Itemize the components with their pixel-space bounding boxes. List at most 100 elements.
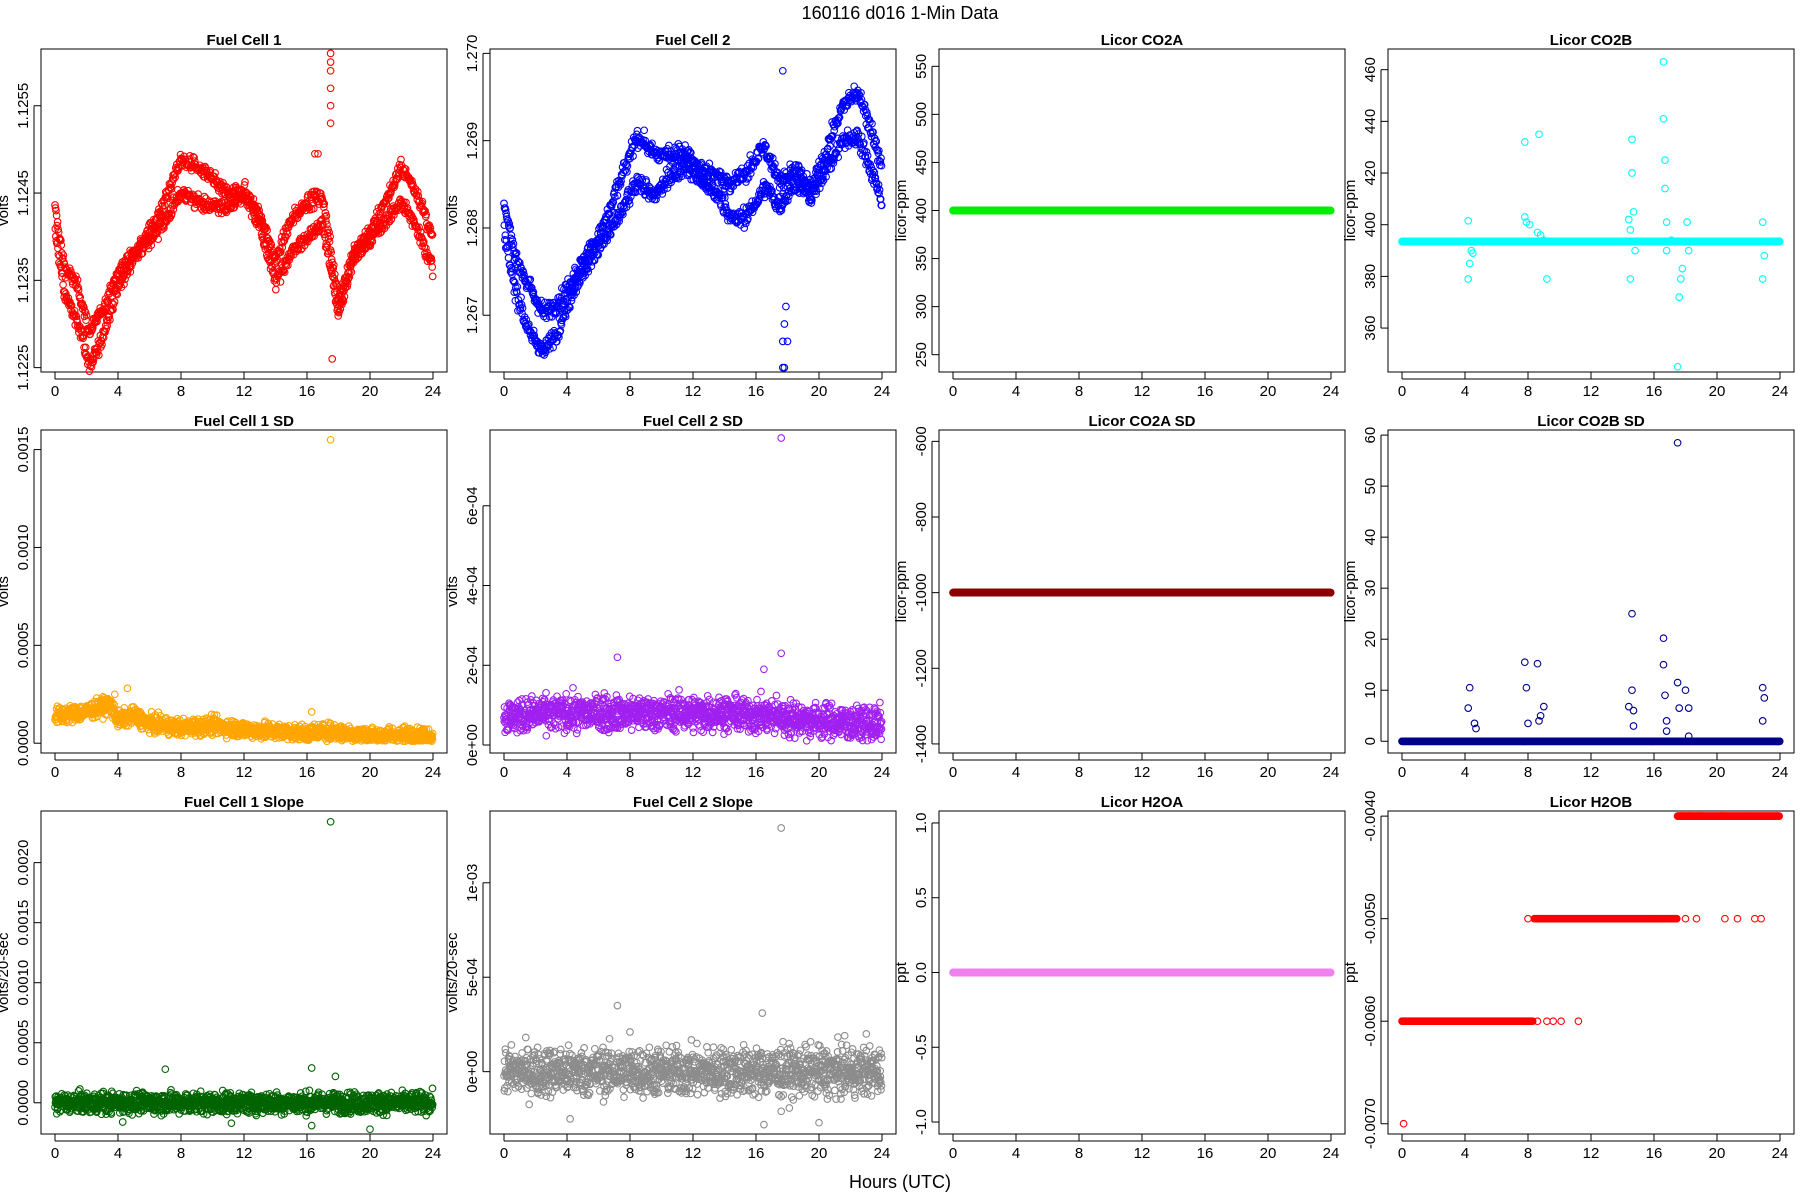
data-point bbox=[154, 235, 163, 244]
data-point bbox=[197, 205, 206, 213]
data-point bbox=[321, 208, 330, 217]
data-point bbox=[254, 202, 263, 211]
data-point bbox=[325, 228, 333, 237]
data-point bbox=[272, 257, 281, 266]
data-point bbox=[168, 179, 176, 187]
data-point bbox=[326, 232, 334, 241]
y-tick-label: 500 bbox=[913, 102, 930, 127]
data-point bbox=[368, 237, 377, 246]
figure-xlabel: Hours (UTC) bbox=[849, 1172, 951, 1192]
x-tick-label: 20 bbox=[362, 383, 379, 400]
x-tick-label: 16 bbox=[1197, 383, 1214, 400]
y-tick-label: 550 bbox=[913, 54, 930, 79]
x-tick-label: 4 bbox=[563, 383, 571, 400]
y-tick-label: 400 bbox=[1362, 212, 1379, 237]
panel-title: Licor CO2B bbox=[1550, 32, 1633, 49]
x-tick-label: 4 bbox=[114, 383, 122, 400]
data-point bbox=[72, 272, 80, 281]
data-point bbox=[57, 249, 66, 257]
data-point bbox=[850, 82, 859, 91]
data-point bbox=[284, 254, 293, 263]
data-point bbox=[51, 201, 59, 209]
data-point bbox=[326, 84, 335, 93]
data-point bbox=[257, 212, 266, 221]
data-point bbox=[276, 248, 285, 256]
data-point bbox=[126, 268, 135, 276]
data-point bbox=[60, 288, 69, 296]
x-tick-label: 20 bbox=[811, 383, 828, 400]
data-point bbox=[186, 151, 194, 160]
data-point bbox=[190, 153, 198, 162]
y-tick-label: 1.1235 bbox=[15, 257, 32, 303]
figure-title: 160116 d016 1-Min Data bbox=[802, 3, 1000, 23]
data-point bbox=[52, 206, 60, 215]
data-point bbox=[320, 199, 329, 208]
data-point bbox=[74, 286, 83, 294]
data-point bbox=[276, 278, 285, 286]
data-point bbox=[94, 351, 103, 359]
data-point bbox=[176, 150, 185, 159]
data-point bbox=[783, 337, 792, 346]
y-tick-label: 400 bbox=[913, 198, 930, 223]
x-tick-label: 24 bbox=[1323, 383, 1340, 400]
data-point bbox=[64, 294, 73, 302]
data-point bbox=[331, 277, 340, 286]
data-point bbox=[189, 152, 197, 161]
x-tick-label: 12 bbox=[1134, 383, 1151, 400]
x-tick-label: 12 bbox=[1583, 383, 1600, 400]
data-point bbox=[280, 268, 289, 277]
data-point bbox=[326, 49, 335, 58]
data-point bbox=[52, 211, 61, 220]
data-point bbox=[326, 101, 335, 110]
plot-frame bbox=[1387, 48, 1795, 373]
x-tick-label: 16 bbox=[1646, 383, 1663, 400]
x-tick-label: 12 bbox=[236, 383, 253, 400]
data-point bbox=[293, 214, 302, 223]
data-point bbox=[70, 306, 79, 315]
plot-frame bbox=[40, 48, 448, 373]
data-point bbox=[278, 243, 287, 252]
data-point bbox=[167, 209, 176, 218]
data-points bbox=[51, 49, 437, 375]
data-point bbox=[76, 322, 84, 331]
y-tick-label: 450 bbox=[913, 150, 930, 175]
data-point bbox=[428, 272, 437, 281]
x-tick-label: 24 bbox=[874, 383, 891, 400]
data-point bbox=[56, 236, 65, 245]
y-tick-label: 300 bbox=[913, 294, 930, 319]
panel-title: Fuel Cell 2 bbox=[655, 32, 730, 49]
data-point bbox=[79, 334, 87, 343]
data-point bbox=[241, 178, 249, 186]
x-tick-label: 24 bbox=[425, 383, 442, 400]
data-point bbox=[334, 312, 343, 320]
data-point bbox=[240, 181, 249, 189]
y-tick-label: 1.267 bbox=[464, 296, 481, 334]
data-point bbox=[87, 363, 96, 371]
data-point bbox=[271, 285, 280, 294]
y-tick-label: 1.269 bbox=[464, 122, 481, 160]
data-point bbox=[113, 290, 122, 299]
data-point bbox=[316, 189, 325, 198]
data-point bbox=[93, 317, 101, 326]
data-point bbox=[322, 212, 331, 220]
x-tick-label: 0 bbox=[949, 383, 957, 400]
x-tick-label: 4 bbox=[1012, 383, 1020, 400]
x-tick-label: 8 bbox=[1524, 383, 1532, 400]
x-tick-label: 8 bbox=[626, 383, 634, 400]
data-point bbox=[54, 225, 62, 234]
data-point bbox=[309, 204, 318, 213]
y-tick-label: 1.1255 bbox=[15, 83, 32, 129]
data-point bbox=[200, 192, 209, 201]
data-points bbox=[500, 66, 886, 372]
data-point bbox=[89, 358, 97, 367]
data-point bbox=[160, 224, 168, 232]
x-tick-label: 16 bbox=[299, 383, 316, 400]
x-tick-label: 8 bbox=[1075, 383, 1083, 400]
y-tick-label: 380 bbox=[1362, 264, 1379, 289]
data-point bbox=[59, 251, 68, 259]
data-point bbox=[102, 324, 111, 333]
y-tick-label: 1.1245 bbox=[15, 170, 32, 216]
data-point bbox=[82, 311, 91, 320]
